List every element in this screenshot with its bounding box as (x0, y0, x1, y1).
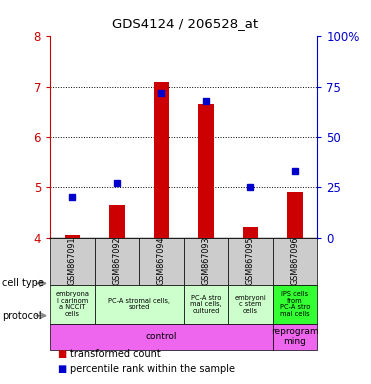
Bar (50, 238, 95, 285)
Bar (273, 324, 317, 350)
Bar (228, 285, 273, 324)
Text: ■: ■ (58, 349, 67, 359)
Text: GSM867095: GSM867095 (246, 237, 255, 285)
Bar (139, 238, 184, 285)
Bar (273, 285, 317, 324)
Text: GSM867093: GSM867093 (201, 237, 210, 285)
Bar (50, 285, 95, 324)
Text: control: control (146, 332, 177, 341)
Text: GSM867096: GSM867096 (290, 237, 299, 285)
Bar (287, 192, 303, 238)
Bar (184, 238, 228, 285)
Bar (65, 235, 80, 238)
Bar (154, 82, 169, 238)
Bar (184, 285, 228, 324)
Text: GSM867091: GSM867091 (68, 237, 77, 285)
Bar (95, 285, 184, 324)
Bar (198, 104, 214, 238)
Bar (273, 238, 317, 285)
Text: PC-A stromal cells,
sorted: PC-A stromal cells, sorted (108, 298, 170, 310)
Text: embryoni
c stem
cells: embryoni c stem cells (234, 295, 266, 314)
Text: embryona
l carinom
a NCCIT
cells: embryona l carinom a NCCIT cells (55, 291, 89, 317)
Bar (228, 238, 273, 285)
Bar (95, 238, 139, 285)
Bar (50, 324, 273, 350)
Text: ■: ■ (58, 364, 67, 374)
Text: reprogram
ming: reprogram ming (271, 328, 319, 346)
Text: GSM867092: GSM867092 (112, 237, 121, 285)
Text: IPS cells
from
PC-A stro
mal cells: IPS cells from PC-A stro mal cells (280, 291, 310, 317)
Text: GSM867094: GSM867094 (157, 237, 166, 285)
Text: GDS4124 / 206528_at: GDS4124 / 206528_at (112, 17, 259, 30)
Text: protocol: protocol (2, 311, 42, 321)
Bar (243, 227, 258, 238)
Text: percentile rank within the sample: percentile rank within the sample (70, 364, 236, 374)
Text: cell type: cell type (2, 278, 44, 288)
Text: transformed count: transformed count (70, 349, 161, 359)
Text: PC-A stro
mal cells,
cultured: PC-A stro mal cells, cultured (190, 295, 222, 314)
Bar (109, 205, 125, 238)
